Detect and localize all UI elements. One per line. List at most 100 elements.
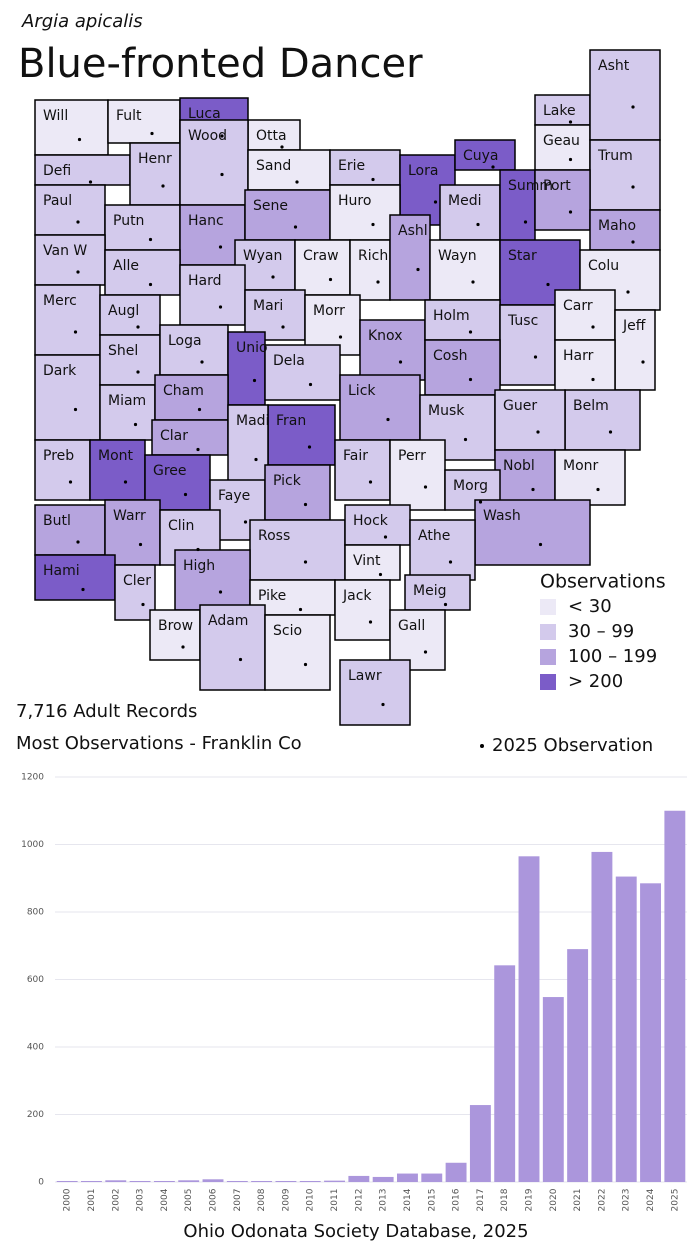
county-label: Sand [256,158,291,174]
county [247,119,301,151]
obs-dot [254,457,258,462]
obs-dot [73,330,78,334]
bar [469,1105,491,1182]
obs-dot [271,275,275,279]
obs-dot [136,370,140,374]
county [34,354,101,441]
legend-swatch [540,649,556,665]
county-label: Hanc [188,213,224,229]
county [429,239,501,301]
county [329,184,401,241]
county-label: Carr [563,298,593,314]
county-label: Gall [398,618,425,634]
bar [640,883,661,1182]
x-tick-label: 2002 [111,1189,121,1212]
county-label: Port [543,178,571,194]
county [104,204,181,251]
obs-dot [591,325,595,329]
county [149,609,201,661]
obs-dot [368,480,373,484]
county [159,324,229,376]
x-tick-label: 2003 [136,1189,146,1212]
county-label: Fair [343,448,368,464]
county-label: Cuya [463,148,499,164]
county-label: Asht [598,58,630,74]
obs-dot [243,520,248,524]
county-label: Butl [43,513,71,529]
county-label: Hard [188,273,222,289]
county [244,189,331,241]
county-label: Geau [543,133,580,149]
obs-dot [150,131,154,136]
county [404,574,471,611]
bar [202,1179,224,1182]
county [439,184,501,241]
county-label: Sene [253,198,288,214]
obs-dot [197,407,202,412]
bar [518,856,540,1182]
county [264,614,331,691]
obs-dot [68,480,73,484]
county-label: Loga [168,333,202,349]
county-label: Vint [353,553,381,569]
x-tick-label: 2020 [549,1188,559,1211]
obs-dot [463,437,468,442]
county-label: Faye [218,488,250,504]
x-tick-label: 2004 [160,1188,170,1211]
obs-dot [200,360,204,364]
county [34,439,91,501]
county-label: Colu [588,258,619,274]
x-tick-label: 2012 [354,1189,364,1212]
county-label: Cler [123,573,151,589]
obs-dot [281,325,285,329]
obs-dot [76,270,80,274]
county-label: Brow [158,618,193,634]
county [179,264,246,326]
x-tick-label: 2014 [403,1188,413,1211]
county-label: Tusc [507,313,538,329]
bar [348,1175,370,1182]
county-label: Nobl [503,458,535,474]
title: Blue-fronted Dancer [18,41,423,87]
obs-dot [183,492,188,497]
county-label: Shel [108,343,138,359]
county [199,604,266,691]
obs-dot [536,430,540,434]
county-label: Pike [258,588,286,604]
bar [56,1180,78,1182]
obs-dot [161,184,165,188]
obs-dot [303,560,308,564]
y-tick-label: 1000 [21,840,44,850]
county [344,504,411,546]
legend-label: 100 – 199 [568,646,657,667]
county [349,239,391,301]
county-label: Huro [338,193,371,209]
county-label: Star [508,248,537,264]
county-label: Craw [303,248,339,264]
county-label: Alle [113,258,139,274]
county [589,209,661,251]
county-label: Ashl [398,223,428,239]
county [174,549,251,611]
obs-dot [596,487,600,492]
county-label: Augl [108,303,139,319]
county-label: Summ [508,178,553,194]
obs-dot [591,377,595,382]
county [454,139,516,171]
obs-dot [568,157,573,162]
county [264,464,331,521]
county-label: Merc [43,293,77,309]
x-tick-label: 2008 [257,1188,267,1211]
county [249,579,336,616]
obs-dot [626,290,630,294]
x-tick-label: 2023 [622,1189,632,1212]
county [247,149,331,191]
y-tick-label: 0 [38,1178,44,1188]
obs-dot [196,547,200,552]
county [334,439,391,501]
legend-swatch [540,624,556,640]
county-label: Otta [256,128,287,144]
obs-dot [218,590,223,594]
x-tick-label: 2021 [573,1189,583,1212]
county-label: Gree [153,463,187,479]
